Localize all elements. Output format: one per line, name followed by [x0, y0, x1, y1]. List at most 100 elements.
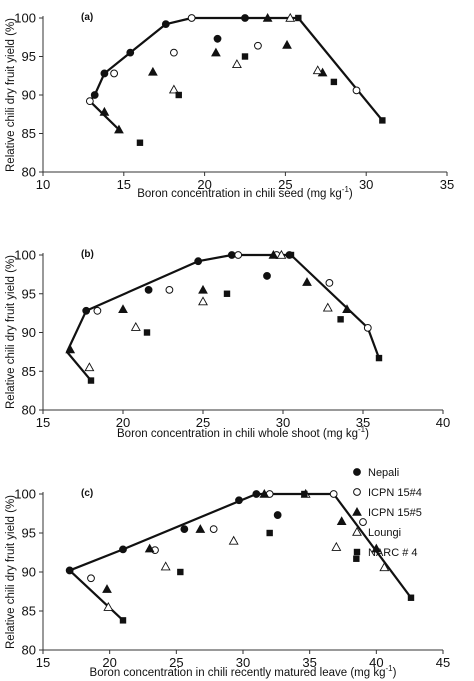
- x-tick-label: 30: [359, 177, 373, 192]
- x-tick-label: 40: [436, 415, 450, 430]
- data-point-icpn-15-4: [187, 14, 196, 22]
- data-point-nepali: [100, 69, 109, 78]
- y-tick-label: 100: [14, 11, 36, 26]
- chart-panel-3: 80 85 90 95 100 15 20 25 30 35 40 45 Boron concentra…: [5, 487, 450, 680]
- series-icpn-15-4: [85, 14, 361, 106]
- y-tick-label: 80: [22, 165, 36, 180]
- data-point-nepali: [161, 20, 170, 29]
- legend-marker-narc-4: [353, 548, 361, 556]
- x-tick-label: 15: [36, 655, 50, 670]
- series-icpn-15-4: [87, 490, 367, 583]
- series-icpn-15-5: [65, 249, 352, 354]
- data-point-icpn-15-5: [342, 304, 352, 314]
- data-point-nepali: [263, 272, 271, 280]
- data-point-nepali: [180, 525, 189, 533]
- data-point-icpn-15-4: [329, 490, 338, 498]
- data-point-loungi: [160, 561, 171, 571]
- x-tick-label: 25: [278, 177, 292, 192]
- data-point-narc-4: [136, 139, 144, 146]
- x-tick-label: 45: [436, 655, 450, 670]
- legend-marker-loungi: [352, 526, 362, 536]
- data-point-icpn-15-5: [198, 284, 208, 294]
- data-point-icpn-15-5: [99, 106, 110, 116]
- series-icpn-15-5: [99, 12, 328, 134]
- data-point-icpn-15-5: [282, 39, 292, 49]
- data-point-narc-4: [143, 329, 151, 336]
- x-tick-label: 15: [36, 415, 50, 430]
- series-nepali: [90, 14, 249, 99]
- x-tick-label: 35: [440, 177, 454, 192]
- data-point-icpn-15-5: [259, 488, 270, 498]
- legend-label-icpn-15-4: ICPN 15#4: [368, 487, 422, 499]
- data-point-narc-4: [379, 117, 386, 124]
- data-point-loungi: [84, 362, 95, 372]
- envelope-line: [68, 492, 412, 622]
- data-point-loungi: [103, 601, 114, 611]
- data-point-narc-4: [119, 617, 127, 624]
- data-point-icpn-15-5: [102, 584, 112, 593]
- envelope-line: [88, 16, 384, 131]
- data-point-narc-4: [301, 490, 308, 498]
- data-point-icpn-15-4: [363, 323, 372, 332]
- data-point-narc-4: [175, 91, 182, 99]
- data-point-nepali: [90, 91, 99, 99]
- y-tick-label: 95: [22, 526, 36, 541]
- data-point-nepali: [126, 48, 135, 57]
- data-point-icpn-15-4: [254, 41, 262, 50]
- x-axis-label: Boron concentration in chili whole shoot…: [117, 425, 369, 440]
- legend-label-nepali: Nepali: [368, 467, 399, 479]
- data-point-icpn-15-4: [165, 285, 174, 294]
- x-tick-label: 25: [196, 415, 210, 430]
- y-axis-label: Relative chili dry fruit yield (%): [5, 18, 17, 172]
- y-tick-label: 90: [22, 325, 36, 340]
- envelope-line: [65, 253, 381, 382]
- data-point-icpn-15-5: [148, 66, 158, 76]
- series-narc-4: [87, 251, 383, 384]
- data-point-nepali: [273, 511, 282, 519]
- data-point-icpn-15-4: [352, 86, 361, 95]
- data-point-icpn-15-4: [85, 97, 94, 106]
- y-tick-label: 85: [22, 604, 36, 619]
- data-point-icpn-15-5: [211, 47, 221, 57]
- data-point-nepali: [144, 285, 153, 294]
- data-point-narc-4: [337, 316, 344, 323]
- data-point-icpn-15-4: [234, 251, 243, 259]
- data-point-loungi: [231, 59, 242, 69]
- data-point-icpn-15-4: [110, 69, 119, 78]
- y-tick-label: 95: [22, 49, 36, 64]
- data-point-nepali: [235, 496, 243, 505]
- data-point-nepali: [82, 306, 91, 315]
- data-point-narc-4: [295, 14, 302, 22]
- data-point-icpn-15-5: [336, 516, 347, 526]
- y-tick-label: 85: [22, 364, 36, 379]
- data-point-icpn-15-5: [302, 277, 312, 286]
- data-point-narc-4: [266, 529, 273, 537]
- panel-label: (c): [81, 488, 93, 499]
- data-point-icpn-15-5: [118, 304, 128, 314]
- data-point-loungi: [276, 249, 287, 259]
- series-loungi: [84, 249, 333, 372]
- data-point-nepali: [227, 251, 236, 259]
- y-axis-label: Relative chili dry fruit yield (%): [5, 255, 17, 409]
- y-tick-label: 100: [14, 487, 36, 502]
- x-tick-label: 20: [197, 177, 211, 192]
- data-point-loungi: [331, 541, 342, 551]
- data-point-narc-4: [241, 53, 249, 60]
- data-point-narc-4: [353, 555, 360, 562]
- series-icpn-15-5: [102, 488, 382, 593]
- y-tick-label: 90: [22, 88, 36, 103]
- data-point-nepali: [65, 566, 74, 575]
- legend-marker-nepali: [353, 468, 361, 476]
- data-point-narc-4: [375, 354, 383, 362]
- series-narc-4: [119, 490, 415, 624]
- series-nepali: [82, 251, 294, 315]
- x-axis-label: Boron concentration in chili recently ma…: [90, 664, 397, 679]
- data-point-loungi: [130, 321, 141, 331]
- data-point-icpn-15-5: [195, 524, 206, 533]
- x-tick-label: 30: [236, 655, 250, 670]
- data-point-icpn-15-5: [144, 543, 155, 553]
- data-point-narc-4: [177, 568, 184, 576]
- data-point-narc-4: [407, 594, 415, 601]
- panel-label: (a): [81, 12, 93, 23]
